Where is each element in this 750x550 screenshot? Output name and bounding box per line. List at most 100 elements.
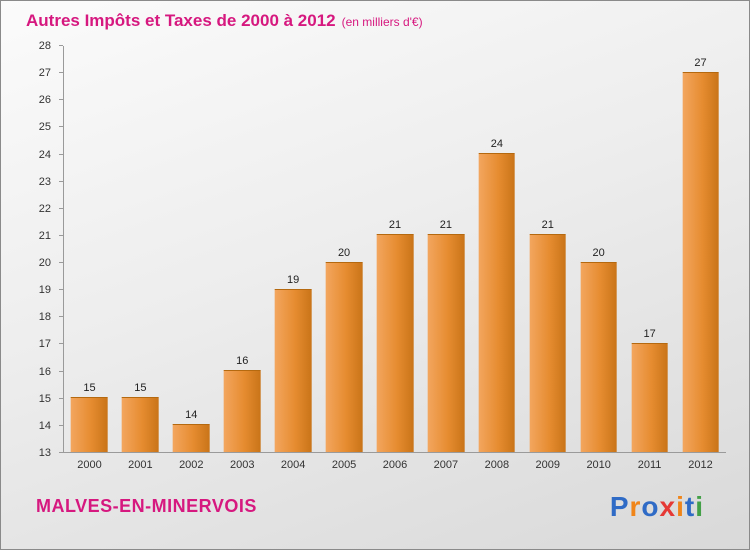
y-axis: 13 14 15 16 17 18 19 20 21 22 23 24 25 26 27 28 [1, 40, 63, 459]
y-tick-label: 22 [38, 202, 51, 215]
bar-slot: 15 2000 [64, 46, 115, 471]
bar-slot: 21 2006 [370, 46, 421, 471]
y-tick-mark [59, 45, 63, 46]
y-tick-mark [59, 207, 63, 209]
y-tick-label: 24 [38, 148, 51, 161]
bar-value-label: 15 [134, 381, 147, 394]
bar-value-label: 20 [592, 246, 605, 259]
y-tick-label: 21 [38, 229, 51, 242]
y-tick-mark [59, 262, 63, 264]
y-tick-mark [59, 72, 63, 74]
bar-value-label: 19 [287, 273, 300, 286]
y-tick-label: 25 [38, 121, 51, 134]
y-tick-mark [59, 316, 63, 318]
bar-2002 [172, 423, 210, 452]
y-tick-label: 14 [38, 419, 51, 432]
bar-value-label: 27 [694, 57, 707, 70]
x-tick-label: 2007 [433, 459, 459, 471]
y-tick-label: 16 [38, 365, 51, 378]
bar-value-label: 17 [643, 327, 656, 340]
bar-value-label: 15 [83, 381, 96, 394]
logo-letter: r [629, 491, 642, 522]
bar-slot: 19 2004 [268, 46, 319, 471]
y-tick-mark [59, 397, 63, 399]
x-tick-label: 2008 [484, 459, 510, 471]
logo-letter: i [676, 491, 685, 522]
bar-slot: 20 2005 [319, 46, 370, 471]
y-tick-label: 23 [38, 175, 51, 188]
y-tick-mark [59, 126, 63, 128]
chart-header: Autres Impôts et Taxes de 2000 à 2012 (en… [26, 11, 423, 31]
y-tick-label: 17 [38, 338, 51, 351]
y-tick-mark [59, 370, 63, 372]
bar-2005 [325, 261, 363, 452]
y-tick-mark [59, 452, 63, 453]
bar-slot: 21 2007 [420, 46, 471, 471]
y-tick-label: 18 [38, 311, 51, 324]
bar-value-label: 20 [337, 246, 351, 259]
x-tick-label: 2005 [331, 459, 357, 471]
bar-2007 [427, 234, 465, 452]
logo-letter: i [695, 491, 704, 522]
proxiti-logo[interactable]: Proxiti [610, 491, 704, 523]
bar-value-label: 21 [541, 219, 554, 232]
x-tick-label: 2010 [586, 459, 611, 471]
bar-slot: 24 2008 [471, 46, 522, 471]
bar-slot: 17 2011 [624, 46, 675, 471]
bar-slot: 14 2002 [166, 46, 217, 471]
chart-subtitle: (en milliers d'€) [341, 15, 423, 29]
x-tick-label: 2011 [637, 459, 662, 471]
plot-area: 15 2000 15 2001 14 2002 16 2003 19 2004 20 2005 21 20… [63, 46, 726, 471]
x-tick-label: 2004 [280, 459, 306, 471]
x-tick-label: 2009 [535, 459, 560, 471]
y-tick-label: 20 [38, 257, 51, 270]
y-tick-label: 27 [38, 67, 51, 80]
y-tick-mark [59, 99, 63, 101]
y-tick-label: 19 [38, 284, 51, 297]
bar-2006 [376, 234, 414, 452]
bar-value-label: 16 [236, 354, 249, 367]
y-tick-label: 15 [38, 392, 51, 405]
bar-2000 [71, 396, 108, 452]
bar-2009 [529, 234, 567, 452]
bar-slot: 27 2012 [675, 46, 726, 471]
y-tick-label: 13 [38, 447, 51, 459]
x-tick-label: 2000 [77, 459, 102, 471]
x-tick-label: 2003 [229, 459, 255, 471]
x-tick-label: 2012 [688, 459, 713, 471]
x-tick-label: 2006 [382, 459, 408, 471]
y-tick-mark [59, 343, 63, 345]
y-tick-mark [59, 289, 63, 291]
logo-letter: o [641, 491, 660, 522]
municipality-label: MALVES-EN-MINERVOIS [36, 496, 257, 516]
bar-slot: 16 2003 [217, 46, 268, 471]
bar-value-label: 14 [185, 408, 198, 421]
bar-slot: 20 2010 [573, 46, 624, 471]
y-tick-mark [59, 424, 63, 426]
bar-slot: 15 2001 [115, 46, 166, 471]
bar-slot: 21 2009 [522, 46, 573, 471]
bar-value-label: 21 [388, 219, 402, 232]
bar-2011 [631, 342, 668, 452]
bar-2001 [122, 396, 159, 452]
bar-2004 [274, 288, 312, 452]
bar-value-label: 24 [490, 138, 503, 151]
bar-2010 [580, 261, 617, 452]
bar-2003 [223, 369, 261, 452]
y-tick-label: 26 [38, 94, 51, 107]
logo-letter: t [684, 491, 696, 522]
x-tick-label: 2002 [179, 459, 204, 471]
x-tick-label: 2001 [128, 459, 153, 471]
bar-2012 [682, 72, 719, 452]
y-tick-mark [59, 180, 63, 182]
chart-title: Autres Impôts et Taxes de 2000 à 2012 [26, 11, 336, 30]
y-tick-mark [59, 234, 63, 236]
logo-letter: P [609, 491, 630, 522]
bar-value-label: 21 [439, 219, 453, 232]
bar-2008 [478, 153, 516, 452]
y-tick-label: 28 [38, 40, 51, 52]
logo-letter: x [659, 491, 677, 522]
y-tick-mark [59, 153, 63, 155]
